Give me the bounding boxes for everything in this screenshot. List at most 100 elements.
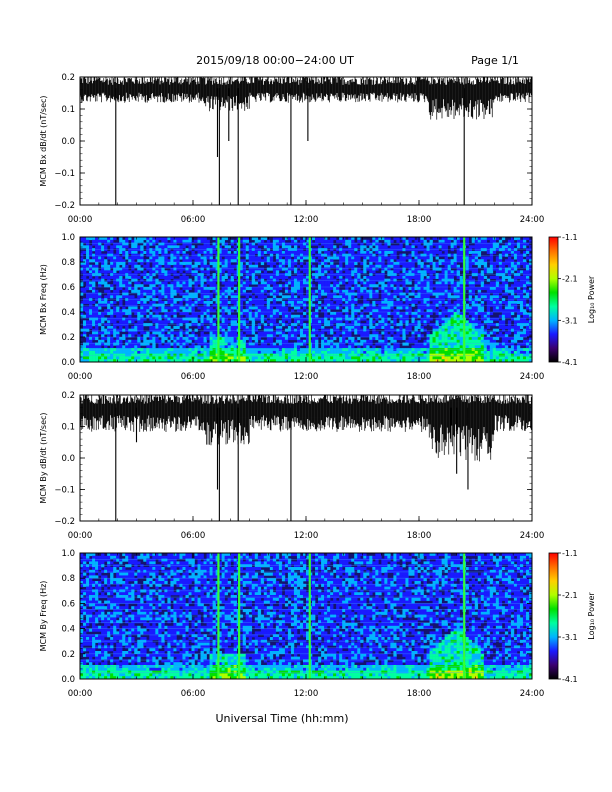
cell	[173, 312, 177, 316]
cell	[158, 270, 162, 274]
cell	[333, 245, 337, 249]
cell	[131, 331, 135, 335]
cell	[203, 300, 207, 304]
cell	[95, 270, 99, 274]
cell	[363, 275, 367, 279]
cell	[230, 239, 234, 243]
cell	[230, 281, 234, 285]
cell	[318, 320, 322, 324]
cell	[447, 328, 451, 332]
cell	[327, 284, 331, 288]
cell	[89, 339, 93, 343]
cell	[230, 267, 234, 271]
cell	[266, 325, 271, 329]
cell	[405, 239, 409, 243]
cell	[83, 342, 87, 346]
cell	[312, 328, 316, 332]
cell	[290, 331, 295, 335]
cell	[164, 356, 168, 360]
cell	[306, 356, 310, 360]
cell	[438, 331, 442, 335]
cell	[200, 281, 204, 285]
cell	[218, 303, 222, 307]
cell	[420, 303, 424, 307]
cell	[221, 300, 225, 304]
cell	[399, 303, 403, 307]
cell	[396, 306, 400, 310]
y-axis-label: MCM Bx dB/dt (nT/sec)	[39, 95, 48, 186]
cell	[471, 331, 476, 335]
cell	[140, 325, 144, 329]
cell	[456, 275, 460, 279]
cell	[281, 317, 286, 321]
cell	[260, 237, 265, 241]
cell	[116, 245, 120, 249]
cell	[315, 303, 319, 307]
cell	[435, 289, 439, 293]
cell	[125, 292, 129, 296]
cell	[438, 345, 442, 349]
cell	[185, 359, 189, 363]
cell	[357, 245, 361, 249]
cell	[203, 334, 207, 338]
cell	[116, 309, 120, 313]
cell	[245, 239, 250, 243]
cell	[167, 314, 171, 318]
cell	[384, 289, 388, 293]
cell	[477, 306, 482, 310]
cell	[152, 259, 156, 263]
cell	[399, 353, 403, 357]
cell	[378, 262, 382, 266]
cell	[384, 306, 388, 310]
cell	[110, 317, 114, 321]
cell	[134, 287, 138, 291]
cell	[149, 345, 153, 349]
cell	[245, 353, 250, 357]
cell	[245, 306, 250, 310]
cell	[164, 314, 168, 318]
cell	[293, 345, 298, 349]
cell	[477, 312, 482, 316]
cell	[281, 320, 286, 324]
cell	[146, 267, 150, 271]
cell	[417, 289, 421, 293]
cell	[324, 350, 328, 354]
cell	[432, 356, 436, 360]
cell	[336, 256, 340, 260]
cell	[471, 300, 476, 304]
cell	[465, 314, 470, 318]
cell	[215, 339, 219, 343]
cell	[140, 284, 144, 288]
cell	[284, 314, 289, 318]
cell	[131, 242, 135, 246]
cell	[302, 242, 307, 246]
cell	[164, 262, 168, 266]
cell	[230, 337, 234, 341]
cell	[194, 253, 198, 257]
cell	[206, 353, 210, 357]
cell	[161, 331, 165, 335]
cell	[302, 356, 307, 360]
cell	[429, 242, 433, 246]
cell	[369, 267, 373, 271]
cell	[188, 309, 192, 313]
cell	[399, 292, 403, 296]
cell	[104, 259, 108, 263]
cell	[137, 320, 141, 324]
cell	[281, 250, 286, 254]
cell	[333, 328, 337, 332]
cell	[426, 353, 430, 357]
cell	[92, 237, 96, 241]
cell	[477, 278, 482, 282]
cell	[137, 237, 141, 241]
cell	[444, 303, 448, 307]
cell	[140, 267, 144, 271]
cell	[116, 289, 120, 293]
cell	[375, 289, 379, 293]
cell	[444, 356, 448, 360]
cell	[101, 312, 105, 316]
cell	[221, 312, 225, 316]
cell	[281, 295, 286, 299]
cell	[474, 334, 479, 338]
cell	[375, 306, 379, 310]
